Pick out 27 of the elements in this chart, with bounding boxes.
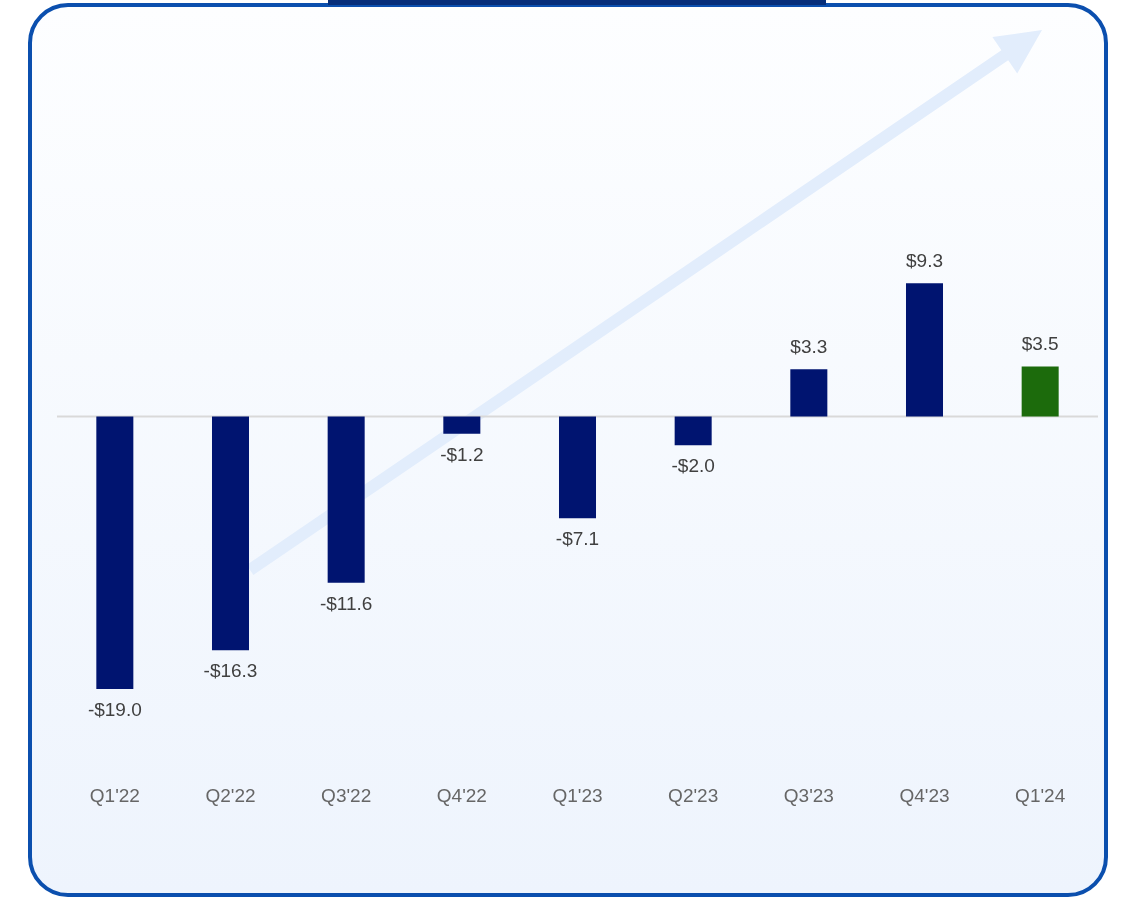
x-tick-label: Q3'22: [321, 784, 372, 806]
bar: [1021, 366, 1059, 417]
data-label: $3.3: [790, 336, 828, 358]
x-tick-label: Q2'22: [205, 784, 256, 806]
bar: [211, 416, 250, 651]
x-tick-label: Q3'23: [783, 784, 834, 806]
data-label: -$11.6: [319, 592, 373, 614]
bar: [790, 369, 828, 417]
bar: [905, 283, 944, 417]
data-label: $9.3: [906, 250, 943, 272]
x-tick-label: Q4'22: [436, 784, 487, 806]
bar: [558, 416, 597, 519]
x-tick-label: Q1'23: [552, 784, 603, 806]
x-tick-label: Q1'22: [89, 784, 140, 806]
bar: [443, 416, 481, 434]
bar: [674, 416, 712, 446]
x-tick-label: Q2'23: [668, 784, 719, 806]
data-label: -$2.0: [671, 455, 715, 476]
bar: [327, 416, 365, 583]
data-label: -$7.1: [555, 528, 600, 550]
data-label: -$19.0: [87, 698, 142, 720]
data-label: -$16.3: [203, 659, 258, 681]
data-label: $3.5: [1021, 333, 1059, 355]
x-tick-label: Q1'24: [1015, 784, 1066, 806]
x-tick-label: Q4'23: [899, 784, 950, 806]
bar: [96, 416, 134, 689]
data-label: -$1.2: [440, 443, 484, 465]
